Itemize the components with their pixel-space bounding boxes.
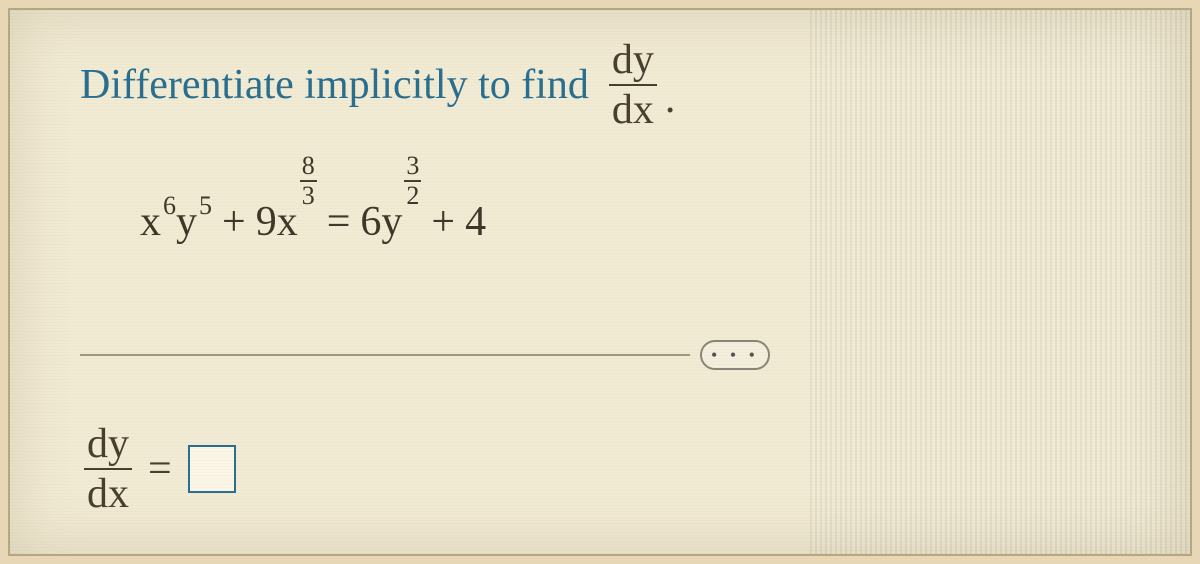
term-6y: 6 y 3 2 bbox=[360, 187, 421, 243]
exp-5: 5 bbox=[199, 193, 212, 219]
term-9x: 9 x 8 3 bbox=[256, 187, 317, 243]
exp-8-3: 8 3 bbox=[300, 153, 317, 209]
prompt-period: . bbox=[665, 78, 676, 132]
answer-derivative-fraction: dy dx bbox=[84, 422, 132, 516]
exp-6: 6 bbox=[163, 193, 176, 219]
divider-row: • • • bbox=[10, 340, 1190, 370]
base-y2: y bbox=[381, 201, 402, 243]
exp-3-2: 3 2 bbox=[404, 153, 421, 209]
equation: x 6 y 5 + 9 x 8 3 = 6 y bbox=[140, 187, 1150, 243]
fraction-denominator: dx bbox=[609, 88, 657, 132]
plus-1: + bbox=[222, 201, 246, 243]
equals: = bbox=[327, 201, 351, 243]
dots-icon: • • • bbox=[711, 345, 759, 366]
prompt-derivative-fraction: dy dx bbox=[609, 38, 657, 132]
answer-input[interactable] bbox=[188, 445, 236, 493]
fraction-bar bbox=[609, 84, 657, 86]
const-4: 4 bbox=[465, 201, 486, 243]
coef-6: 6 bbox=[360, 201, 381, 243]
content-area: Differentiate implicitly to find dy dx .… bbox=[10, 10, 1190, 554]
term-y5: y 5 bbox=[176, 201, 212, 243]
more-options-button[interactable]: • • • bbox=[700, 340, 770, 370]
exp-num-3: 3 bbox=[404, 153, 421, 179]
answer-bar bbox=[84, 468, 132, 470]
plus-2: + bbox=[431, 201, 455, 243]
fraction-numerator: dy bbox=[609, 38, 657, 82]
coef-9: 9 bbox=[256, 201, 277, 243]
answer-den: dx bbox=[84, 472, 132, 516]
base-x2: x bbox=[277, 201, 298, 243]
answer-line: dy dx = bbox=[80, 422, 236, 516]
term-x6: x 6 bbox=[140, 201, 176, 243]
exp-num-8: 8 bbox=[300, 153, 317, 179]
exp-den-3: 3 bbox=[300, 183, 317, 209]
prompt-text: Differentiate implicitly to find bbox=[80, 64, 589, 106]
answer-equals: = bbox=[148, 445, 172, 493]
base-y: y bbox=[176, 201, 197, 243]
exp-den-2: 2 bbox=[404, 183, 421, 209]
base-x: x bbox=[140, 201, 161, 243]
section-divider bbox=[80, 354, 690, 356]
prompt-line: Differentiate implicitly to find dy dx . bbox=[80, 38, 1150, 132]
problem-panel: Differentiate implicitly to find dy dx .… bbox=[8, 8, 1192, 556]
answer-num: dy bbox=[84, 422, 132, 466]
